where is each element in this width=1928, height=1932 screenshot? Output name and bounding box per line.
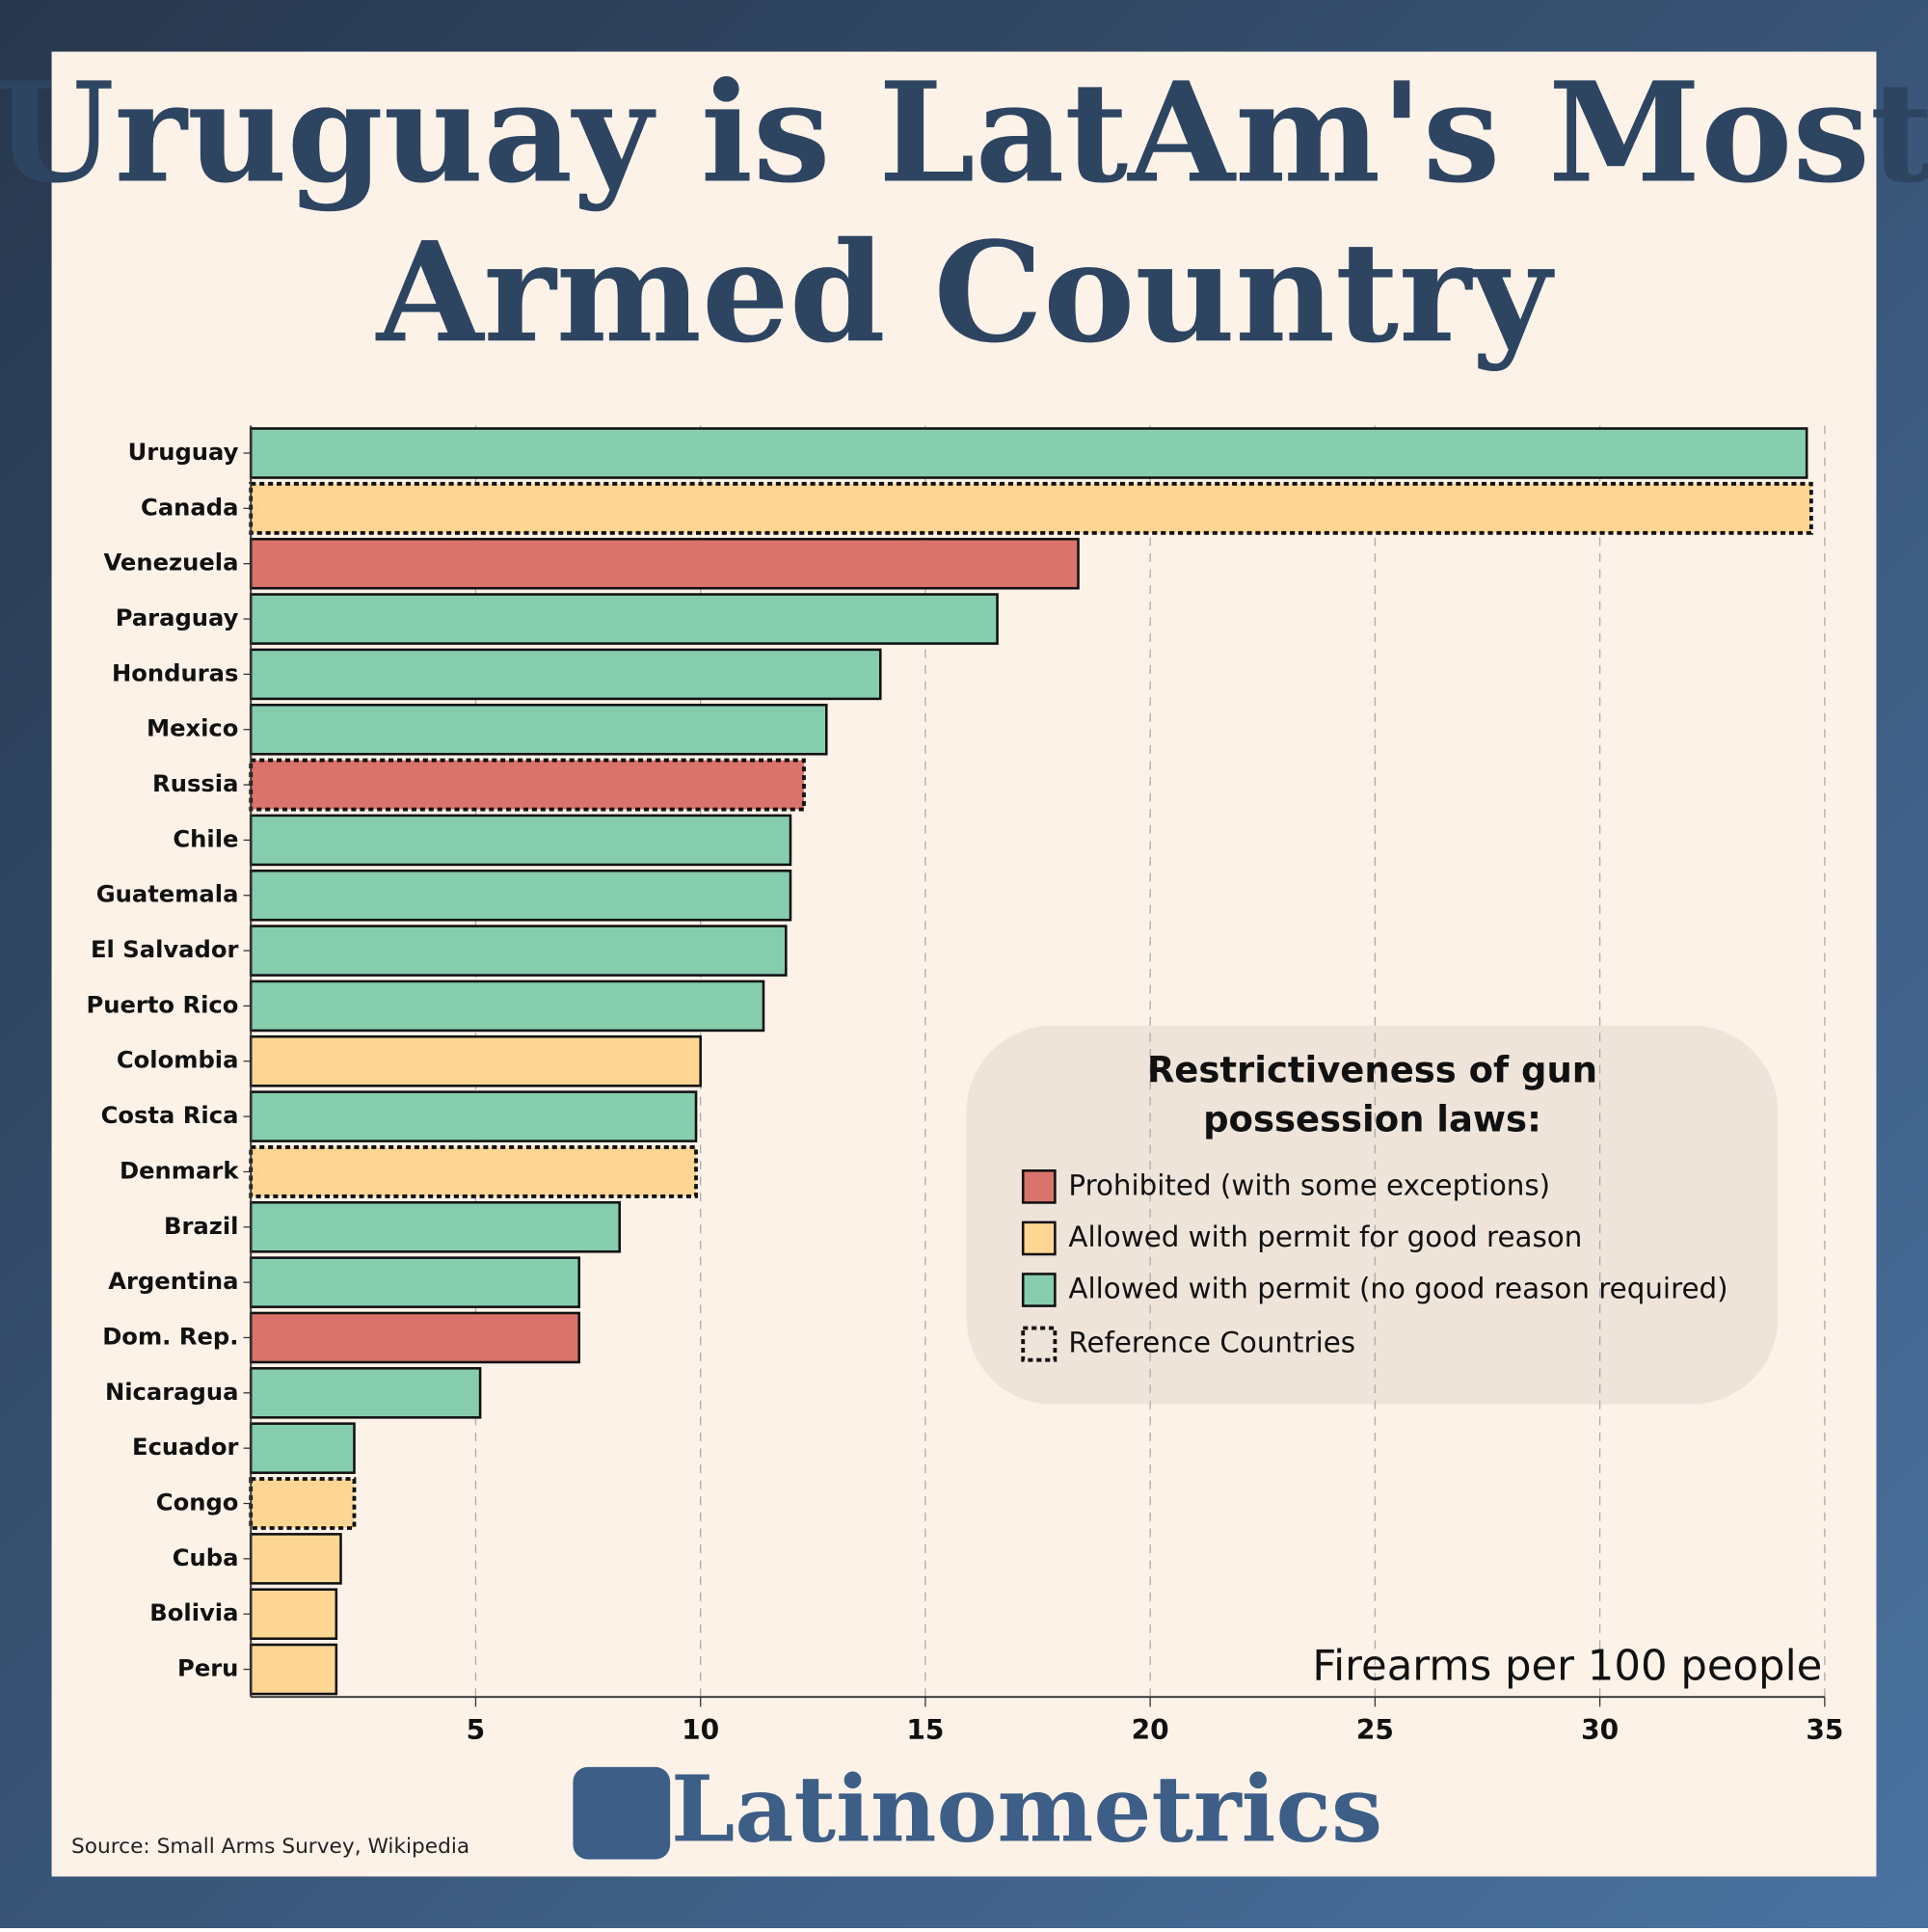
bar	[249, 1256, 581, 1308]
source: Source: Small Arms Survey, Wikipedia	[71, 1835, 469, 1859]
bar	[249, 1367, 482, 1419]
legend-box	[966, 1025, 1779, 1405]
legend-swatch	[1021, 1169, 1057, 1204]
y-tick-label: Bolivia	[149, 1599, 238, 1626]
bar	[249, 1643, 338, 1696]
legend-swatch	[1021, 1326, 1058, 1362]
bar	[249, 703, 828, 756]
bar	[249, 1145, 698, 1198]
y-tick-label: Puerto Rico	[86, 991, 238, 1018]
y-tick-label: Colombia	[117, 1047, 239, 1074]
bar	[249, 869, 792, 922]
bar	[249, 979, 765, 1033]
y-tick-label: Mexico	[147, 715, 238, 742]
legend-title: possession laws:	[1203, 1099, 1541, 1140]
chart-title: Uruguay is LatAm's Most	[0, 52, 1928, 214]
legend-label: Reference Countries	[1068, 1327, 1355, 1359]
y-tick-label: Uruguay	[128, 439, 239, 466]
x-tick-label: 35	[1806, 1714, 1843, 1746]
y-tick-label: Brazil	[164, 1213, 238, 1240]
bar	[249, 537, 1080, 590]
y-tick-label: Argentina	[108, 1268, 238, 1295]
x-tick-label: 10	[682, 1714, 719, 1746]
x-tick-label: 20	[1132, 1714, 1169, 1746]
bar	[249, 1201, 621, 1253]
x-axis-label: Firearms per 100 people	[1312, 1642, 1822, 1690]
legend-swatch	[1021, 1273, 1057, 1307]
y-tick-label: Costa Rica	[101, 1102, 239, 1129]
y-tick-label: Russia	[152, 770, 238, 797]
y-tick-label: Guatemala	[96, 881, 239, 908]
y-tick-label: Venezuela	[104, 550, 239, 577]
bar	[249, 1034, 702, 1087]
bar	[249, 1311, 581, 1364]
bar	[249, 1588, 338, 1640]
bar	[249, 758, 806, 812]
bar	[249, 925, 788, 977]
bar	[249, 593, 999, 645]
bar	[249, 1477, 357, 1530]
legend-label: Prohibited (with some exceptions)	[1068, 1168, 1550, 1201]
y-tick-label: Ecuador	[132, 1434, 238, 1461]
y-tick-label: Paraguay	[116, 604, 239, 631]
bar	[249, 1422, 356, 1474]
y-tick-label: Dom. Rep.	[102, 1323, 238, 1350]
y-tick-label: Cuba	[173, 1544, 239, 1571]
x-tick-label: 25	[1356, 1714, 1394, 1746]
y-tick-label: Denmark	[120, 1157, 239, 1184]
bar	[249, 814, 792, 867]
y-tick-label: Peru	[177, 1655, 238, 1682]
x-tick-label: 15	[906, 1714, 944, 1746]
legend-title: Restrictiveness of gun	[1147, 1050, 1597, 1091]
bar	[249, 1090, 698, 1142]
y-tick-label: Congo	[156, 1489, 239, 1516]
bar	[249, 427, 1808, 479]
x-tick-label: 30	[1581, 1714, 1619, 1746]
bar	[249, 648, 882, 701]
logo-icon	[573, 1766, 671, 1860]
bar	[249, 481, 1813, 535]
y-tick-label: Nicaragua	[105, 1379, 238, 1406]
legend-swatch	[1021, 1221, 1057, 1256]
y-tick-label: Honduras	[112, 659, 238, 686]
y-tick-label: Canada	[141, 494, 238, 521]
bar	[249, 1533, 342, 1585]
x-tick-label: 5	[467, 1714, 486, 1746]
legend-label: Allowed with permit (no good reason requ…	[1068, 1273, 1727, 1305]
legend-label: Allowed with permit for good reason	[1068, 1221, 1582, 1253]
y-tick-label: Chile	[173, 825, 238, 852]
brand: Latinometrics	[671, 1756, 1382, 1863]
chart-title: Armed Country	[375, 211, 1556, 373]
y-tick-label: El Salvador	[91, 936, 238, 963]
